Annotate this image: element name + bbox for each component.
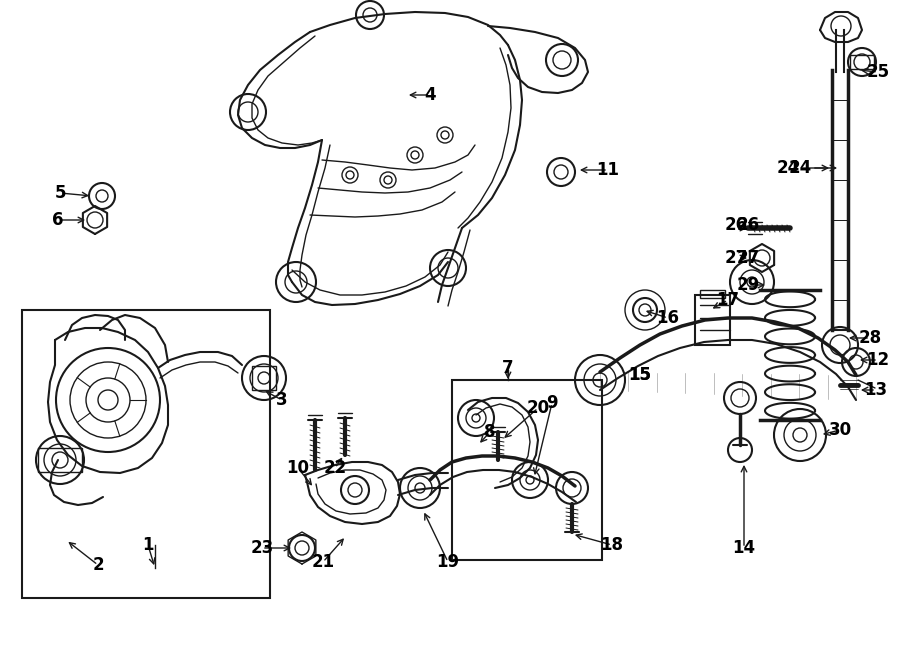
Text: 12: 12	[867, 351, 889, 369]
Text: 5: 5	[54, 184, 66, 202]
Text: 13: 13	[864, 381, 887, 399]
Text: 7: 7	[502, 359, 514, 377]
Text: 20: 20	[526, 399, 550, 417]
Text: 6: 6	[52, 211, 64, 229]
Text: 10: 10	[286, 459, 310, 477]
Text: 24: 24	[777, 159, 800, 177]
Text: 15: 15	[628, 366, 652, 384]
Text: 26: 26	[724, 216, 748, 234]
Text: 26: 26	[736, 216, 760, 234]
Bar	[700, 290, 725, 298]
Text: 30: 30	[828, 421, 851, 439]
Text: 4: 4	[424, 86, 436, 104]
Text: 15: 15	[628, 366, 652, 384]
Text: 2: 2	[92, 556, 104, 574]
Bar	[850, 55, 874, 69]
Text: 21: 21	[311, 553, 335, 571]
Text: 1: 1	[142, 536, 154, 554]
Bar	[38, 448, 82, 472]
Text: 22: 22	[323, 459, 346, 477]
Text: 8: 8	[484, 423, 496, 441]
Bar	[695, 295, 730, 345]
Text: 18: 18	[600, 536, 624, 554]
Bar	[252, 366, 276, 390]
Bar	[452, 380, 602, 560]
Text: 9: 9	[546, 394, 558, 412]
Text: 29: 29	[736, 276, 760, 294]
Bar	[22, 310, 270, 598]
Text: 3: 3	[276, 391, 288, 409]
Text: 24: 24	[788, 159, 812, 177]
Text: 19: 19	[436, 553, 460, 571]
Text: 23: 23	[250, 539, 274, 557]
Text: 17: 17	[716, 291, 740, 309]
Text: 27: 27	[736, 249, 760, 267]
Text: 11: 11	[597, 161, 619, 179]
Text: 28: 28	[859, 329, 882, 347]
Text: 25: 25	[867, 63, 889, 81]
Text: 27: 27	[724, 249, 748, 267]
Text: 14: 14	[733, 539, 756, 557]
Text: 16: 16	[656, 309, 680, 327]
